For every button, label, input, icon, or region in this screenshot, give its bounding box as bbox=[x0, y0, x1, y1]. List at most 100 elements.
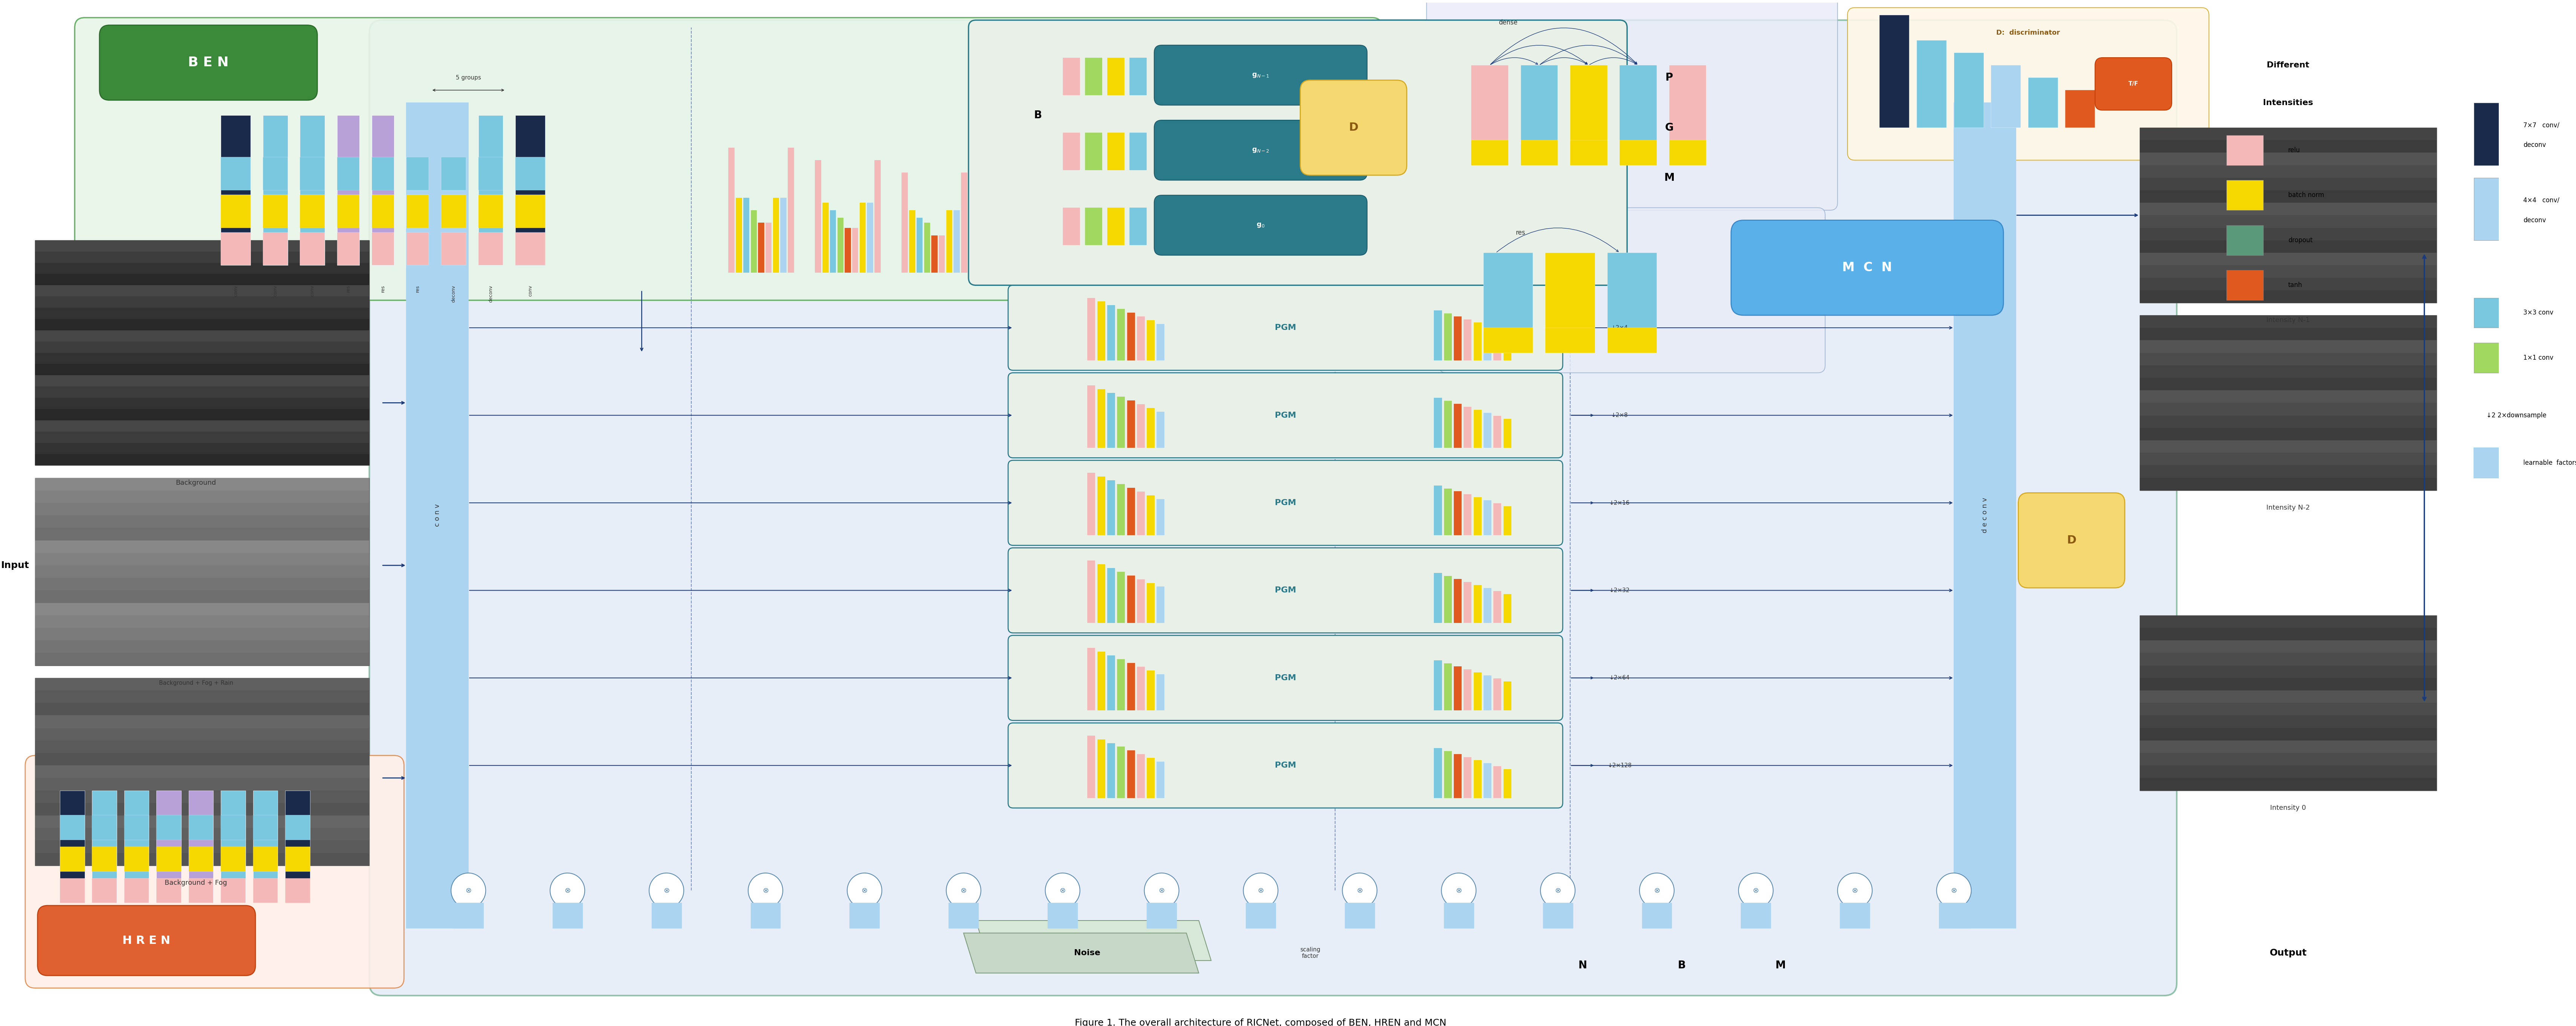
Bar bbox=[1641, 903, 1672, 929]
Bar bbox=[2141, 703, 2437, 715]
Bar bbox=[2226, 181, 2264, 210]
Bar bbox=[1473, 672, 1481, 710]
Bar bbox=[2141, 403, 2437, 416]
Bar bbox=[1571, 141, 1607, 165]
FancyBboxPatch shape bbox=[2094, 57, 2172, 110]
Bar bbox=[1473, 322, 1481, 360]
Bar bbox=[36, 240, 368, 466]
Bar bbox=[252, 816, 278, 840]
Bar bbox=[440, 157, 466, 190]
Bar bbox=[1136, 491, 1144, 536]
Bar bbox=[36, 443, 368, 455]
Text: g$_{N-2}$: g$_{N-2}$ bbox=[1252, 147, 1270, 154]
Bar bbox=[1128, 132, 1146, 170]
Bar bbox=[2141, 440, 2437, 452]
Bar bbox=[1087, 560, 1095, 623]
Bar bbox=[124, 846, 149, 871]
Bar bbox=[36, 541, 368, 553]
Bar bbox=[2141, 228, 2437, 240]
Bar bbox=[36, 398, 368, 409]
Text: c o n v: c o n v bbox=[433, 504, 440, 526]
Bar bbox=[1669, 141, 1705, 165]
Bar bbox=[36, 503, 368, 515]
FancyBboxPatch shape bbox=[368, 21, 2177, 995]
Bar bbox=[188, 878, 214, 903]
Bar bbox=[1097, 652, 1105, 710]
Bar bbox=[2141, 353, 2437, 365]
Bar bbox=[2141, 315, 2437, 490]
Bar bbox=[36, 565, 368, 578]
Text: d e c o n v: d e c o n v bbox=[1981, 498, 1989, 534]
Text: 1×1 conv: 1×1 conv bbox=[2524, 354, 2553, 361]
Bar bbox=[407, 157, 428, 190]
Bar bbox=[59, 790, 85, 903]
Bar bbox=[1484, 327, 1533, 353]
Text: Intensity N-1: Intensity N-1 bbox=[2267, 317, 2311, 323]
FancyBboxPatch shape bbox=[969, 21, 1628, 285]
Bar bbox=[36, 590, 368, 603]
Bar bbox=[1607, 252, 1656, 353]
Bar bbox=[1048, 186, 1054, 273]
Bar bbox=[1471, 141, 1507, 165]
Bar bbox=[1087, 386, 1095, 447]
Bar bbox=[2141, 315, 2437, 327]
Bar bbox=[2141, 266, 2437, 278]
Bar bbox=[765, 223, 773, 273]
Bar bbox=[1543, 903, 1571, 929]
Bar bbox=[2141, 215, 2437, 228]
Text: ⊗: ⊗ bbox=[1455, 886, 1461, 894]
Bar bbox=[1435, 748, 1443, 798]
Bar bbox=[124, 816, 149, 840]
Bar bbox=[1546, 327, 1595, 353]
Bar bbox=[36, 251, 368, 263]
Bar bbox=[36, 727, 368, 741]
Bar bbox=[157, 790, 180, 903]
Bar bbox=[515, 195, 546, 228]
Bar bbox=[2141, 165, 2437, 177]
Circle shape bbox=[747, 873, 783, 908]
Text: M  C  N: M C N bbox=[1842, 262, 1893, 274]
Bar bbox=[36, 678, 368, 690]
Bar bbox=[157, 846, 180, 871]
Bar bbox=[36, 240, 368, 251]
Bar bbox=[2141, 452, 2437, 466]
Bar bbox=[1445, 313, 1453, 360]
Bar bbox=[744, 198, 750, 273]
Bar bbox=[479, 157, 502, 190]
Bar bbox=[36, 364, 368, 376]
FancyBboxPatch shape bbox=[1007, 285, 1564, 370]
Bar bbox=[2141, 278, 2437, 290]
Bar bbox=[36, 285, 368, 297]
Bar bbox=[252, 846, 278, 871]
Bar bbox=[36, 616, 368, 628]
Bar bbox=[2141, 478, 2437, 490]
Bar bbox=[93, 816, 116, 840]
Bar bbox=[286, 878, 309, 903]
Bar bbox=[299, 195, 325, 228]
Bar bbox=[1002, 223, 1010, 273]
Text: ⊗: ⊗ bbox=[961, 886, 966, 894]
Bar bbox=[36, 297, 368, 308]
Bar bbox=[515, 232, 546, 266]
Bar bbox=[1607, 327, 1656, 353]
Text: Intensities: Intensities bbox=[2264, 98, 2313, 107]
Bar bbox=[188, 846, 214, 871]
FancyBboxPatch shape bbox=[1731, 221, 2004, 315]
Bar bbox=[36, 840, 368, 853]
Text: ⊗: ⊗ bbox=[1358, 886, 1363, 894]
Circle shape bbox=[1244, 873, 1278, 908]
Bar bbox=[1126, 750, 1136, 798]
Bar bbox=[1917, 40, 1947, 127]
Text: res: res bbox=[381, 285, 386, 292]
Bar bbox=[2141, 127, 2437, 141]
FancyBboxPatch shape bbox=[1440, 207, 1826, 372]
Bar bbox=[124, 790, 149, 903]
Bar bbox=[945, 210, 953, 273]
Bar bbox=[286, 846, 309, 871]
Text: G: G bbox=[1664, 122, 1674, 133]
Bar bbox=[1504, 507, 1512, 536]
Bar bbox=[36, 853, 368, 866]
Bar bbox=[1880, 15, 1909, 127]
Bar bbox=[1133, 198, 1141, 273]
FancyBboxPatch shape bbox=[75, 17, 1381, 301]
